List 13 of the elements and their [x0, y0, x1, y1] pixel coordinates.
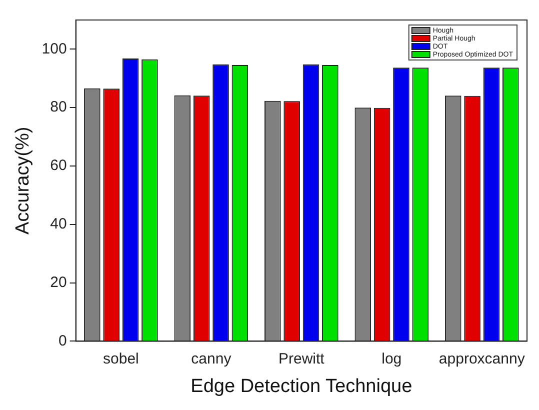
y-tick-label: 40	[50, 216, 67, 233]
x-axis-title: Edge Detection Technique	[190, 376, 412, 397]
y-tick-label: 0	[58, 332, 67, 350]
y-tick-label: 80	[50, 98, 67, 116]
y-tick-label: 20	[50, 274, 67, 291]
x-tick-label: Prewitt	[278, 350, 326, 368]
x-tick-label: sobel	[103, 350, 139, 368]
y-tick-label: 60	[50, 157, 67, 174]
y-tick-label: 100	[42, 40, 67, 58]
x-tick-label: log	[382, 350, 402, 368]
x-tick-label: canny	[191, 350, 232, 368]
y-axis-title: Accuracy(%)	[12, 126, 34, 234]
x-tick-label: approxcanny	[438, 350, 526, 368]
